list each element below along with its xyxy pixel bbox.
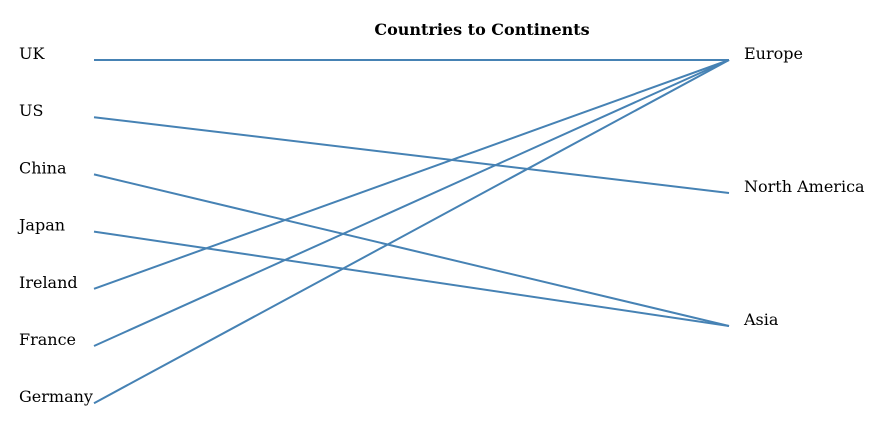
continent-label-asia: Asia xyxy=(743,310,779,329)
country-label-us: US xyxy=(19,101,43,120)
continent-label-europe: Europe xyxy=(744,44,803,63)
country-label-japan: Japan xyxy=(17,216,65,235)
country-label-france: France xyxy=(19,330,76,349)
country-label-china: China xyxy=(19,158,67,177)
continent-labels: Europe North America Asia xyxy=(743,44,865,329)
country-label-uk: UK xyxy=(19,44,45,63)
link-us-to-north-america xyxy=(93,116,730,194)
country-labels: UK US China Japan Ireland France Germany xyxy=(17,44,93,406)
link-china-to-asia xyxy=(93,173,730,327)
link-france-to-europe xyxy=(93,59,730,347)
country-label-ireland: Ireland xyxy=(19,273,78,292)
link-germany-to-europe xyxy=(93,59,730,405)
link-ireland-to-europe xyxy=(93,59,730,290)
links-group xyxy=(93,59,730,405)
country-label-germany: Germany xyxy=(19,387,93,406)
diagram-title: Countries to Continents xyxy=(374,20,589,39)
continent-label-north-america: North America xyxy=(744,177,865,196)
link-japan-to-asia xyxy=(93,230,730,327)
